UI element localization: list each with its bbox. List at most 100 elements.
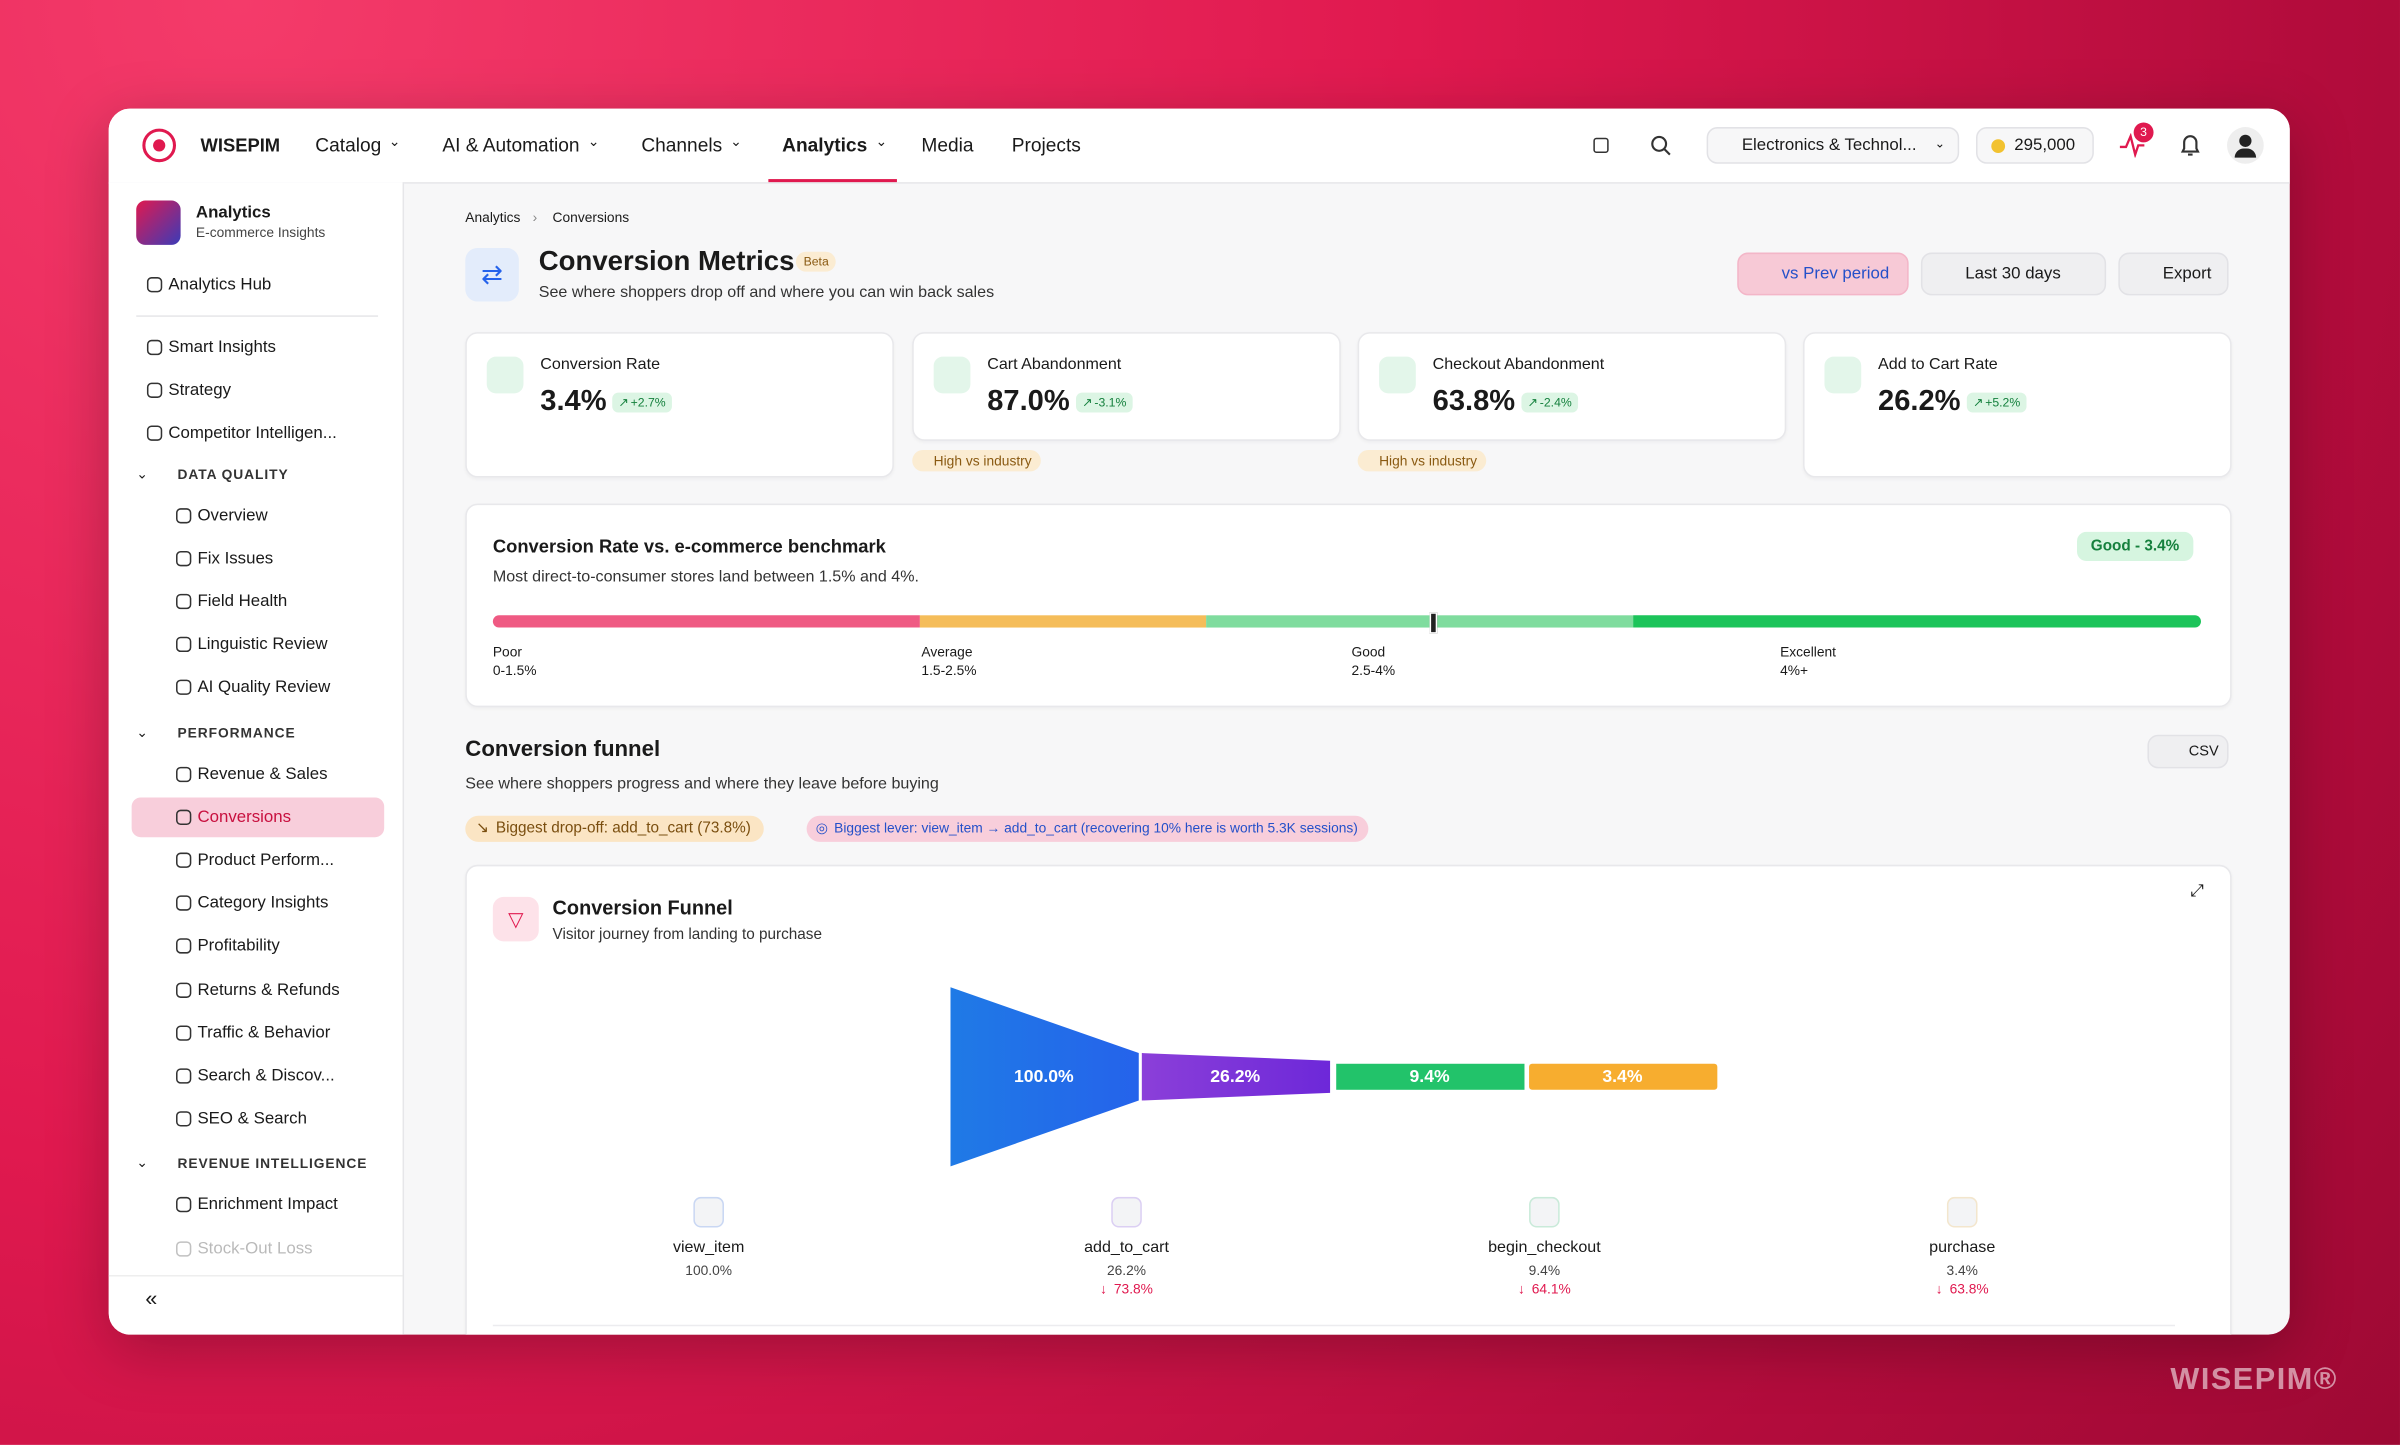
nav-icon [176,1197,192,1213]
funnel-bar-label: 26.2% [1210,1068,1261,1087]
funnel-subtitle: Visitor journey from landing to purchase [552,926,822,944]
sidebar-item[interactable]: Fix Issues [197,549,274,568]
current-marker [1429,612,1438,634]
sidebar-item[interactable]: Stock-Out Loss [197,1239,313,1258]
segment-range: 1.5-2.5% [921,662,977,679]
chevron[interactable]: ⌄ [136,1155,148,1171]
button-label: Export [2162,264,2212,284]
collapse-button[interactable]: « [145,1285,158,1311]
avatar[interactable] [2227,127,2264,164]
kpi-card: Checkout Abandonment 63.8% -2.4% ↗ [1357,332,1787,441]
change-arrow: ↗ [1082,395,1093,410]
notification-count: 3 [2133,122,2154,143]
change-arrow: ↗ [1527,395,1538,410]
nav-icon [176,766,192,782]
csv-button[interactable]: CSV [2147,734,2229,769]
sidebar-item[interactable]: Competitor Intelligen... [168,424,337,443]
sidebar-item[interactable]: Smart Insights [168,338,276,357]
ai-icon[interactable] [1593,137,1609,154]
page-subtitle: See where shoppers drop off and where yo… [538,283,995,302]
nav-item[interactable]: AI & Automation [442,134,580,157]
brand: WISEPIM [200,134,281,157]
funnel-stage-shape [1529,1063,1718,1090]
stage-name: add_to_cart [1084,1238,1169,1257]
search-icon[interactable] [1650,135,1671,156]
nav-icon [146,426,163,442]
sidebar-item[interactable]: Product Perform... [197,851,335,870]
segment-average [919,615,1207,628]
nav-icon [176,1025,192,1041]
segment-good [1206,615,1634,628]
funnel-bar-label: 3.4% [1602,1068,1643,1087]
breadcrumb-item: Conversions [552,209,630,225]
funnel-stage-shape [950,987,1139,1167]
nav-item[interactable]: Analytics [782,134,868,157]
funnel-bar-label: 100.0% [1014,1068,1074,1087]
sidebar-item[interactable]: Search & Discov... [197,1066,335,1086]
compare-button[interactable]: vs Prev period [1737,252,1909,296]
stage-drop: 73.8% ↓ [1100,1281,1153,1297]
chevron: ⌄ [388,133,401,150]
kpi-label: Conversion Rate [540,355,661,374]
section-header[interactable]: REVENUE INTELLIGENCE [177,1156,368,1172]
sidebar-item[interactable]: Traffic & Behavior [197,1023,331,1043]
sidebar-item[interactable]: Conversions [197,807,292,827]
sidebar-item[interactable]: Linguistic Review [197,635,328,654]
sidebar-item[interactable]: Overview [197,506,268,525]
sidebar-item[interactable]: Profitability [197,937,280,956]
kpi-label: Cart Abandonment [987,355,1122,374]
section-header[interactable]: PERFORMANCE [177,724,296,741]
kpi-icon [1379,356,1416,394]
sidebar-item[interactable]: Analytics Hub [168,275,272,294]
sidebar-item[interactable]: Returns & Refunds [197,980,340,999]
nav-item[interactable]: Channels [641,134,723,157]
stage-pct: 9.4% [1528,1262,1561,1279]
workspace-select[interactable]: Electronics & Technol... ⌄ [1706,127,1960,164]
sidebar-item[interactable]: SEO & Search [197,1109,307,1129]
sidebar-item[interactable]: AI Quality Review [197,678,331,698]
benchmark-badge: Good - 3.4% [2077,531,2194,561]
sidebar-item[interactable]: Category Insights [197,894,329,913]
nav-icon [176,507,192,523]
stage-name: purchase [1929,1238,1996,1257]
section-header[interactable]: DATA QUALITY [177,466,289,482]
active-tab-underline [768,179,897,183]
sidebar-item[interactable]: Field Health [197,592,288,611]
expand-button[interactable]: ⤢ [2190,882,2204,901]
funnel-stage-shape [1336,1063,1525,1090]
kpi-tag: High vs industry [1357,449,1487,472]
kpi-icon [486,356,524,394]
sidebar-item[interactable]: Revenue & Sales [197,764,328,784]
sidebar-subtitle: E-commerce Insights [195,224,326,241]
bell-icon[interactable] [2180,133,2201,157]
segment-excellent [1633,615,2202,628]
kpi-change: +5.2% [1966,392,2027,413]
sidebar-item[interactable]: Strategy [168,381,232,400]
export-button[interactable]: Export [2118,252,2229,296]
kpi-value: 63.8% [1432,385,1516,418]
section-icon [136,200,181,245]
nav-item[interactable]: Media [921,134,974,157]
nav-item[interactable]: Projects [1011,134,1081,157]
activity-icon[interactable] [2118,133,2146,158]
kpi-label: Add to Cart Rate [1878,355,1998,374]
segment-name: Excellent [1780,644,1837,660]
top-nav: WISEPIM Electronics & Technol... ⌄ 295,0… [108,108,2290,184]
kpi-tag: High vs industry [912,449,1041,472]
breadcrumb-item[interactable]: Analytics [465,209,521,225]
funnel-title: Conversion Funnel [552,896,733,920]
stage-name: view_item [672,1238,745,1257]
nav-item[interactable]: Catalog [315,134,382,157]
workspace-name: Electronics & Technol... [1741,136,1917,155]
stage-icon [693,1196,724,1228]
sidebar-item[interactable]: Enrichment Impact [197,1195,338,1215]
date-range-button[interactable]: Last 30 days [1920,252,2107,296]
credits[interactable]: 295,000 [1976,127,2094,164]
funnel-bar-label: 9.4% [1409,1068,1450,1087]
drop-arrow: ↓ [1517,1281,1525,1297]
beta-badge: Beta [795,251,837,272]
change-arrow: ↗ [1972,395,1984,410]
credits-value: 295,000 [2014,136,2076,155]
chevron[interactable]: ⌄ [136,724,148,740]
chevron[interactable]: ⌄ [136,465,148,481]
